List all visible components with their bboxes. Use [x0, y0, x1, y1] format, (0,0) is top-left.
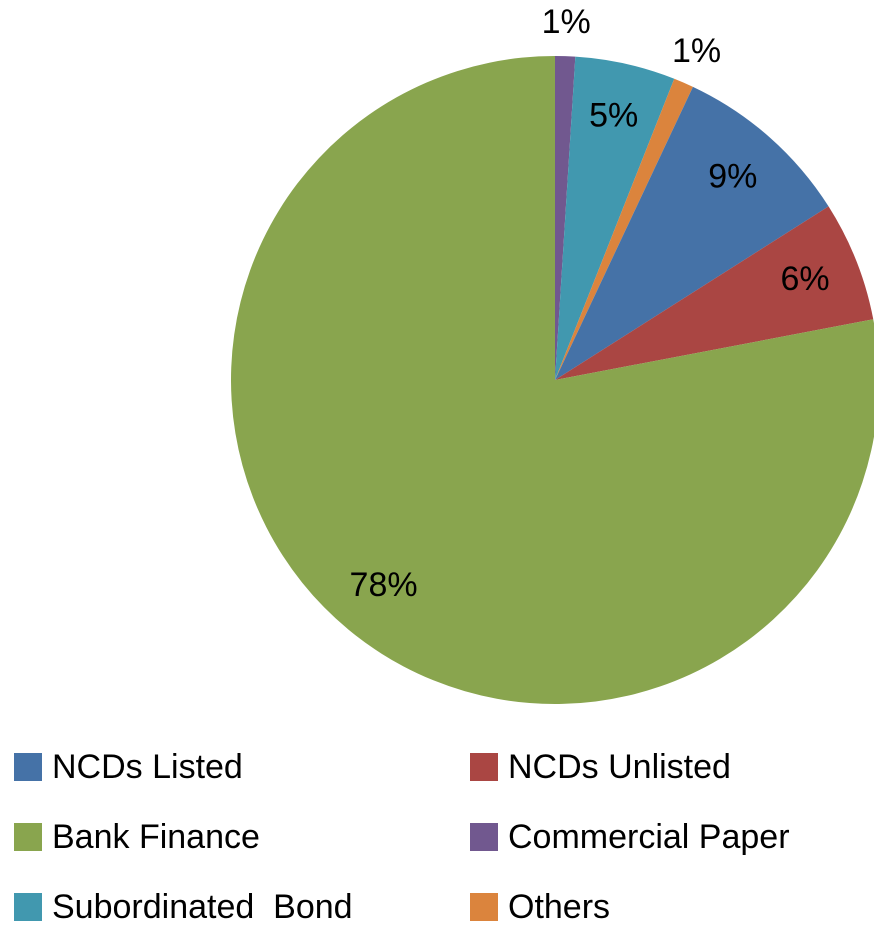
data-label: 78% [350, 566, 418, 604]
pie-slice [555, 56, 576, 380]
legend-swatch [470, 753, 498, 781]
pie-slice [555, 206, 874, 380]
data-label: 6% [780, 260, 829, 298]
data-label: 1% [542, 3, 591, 41]
legend-label: NCDs Listed [52, 748, 243, 786]
legend-label: Bank Finance [52, 818, 260, 856]
legend-swatch [14, 753, 42, 781]
legend-swatch [14, 823, 42, 851]
legend-swatch [14, 893, 42, 921]
legend-label: NCDs Unlisted [508, 748, 731, 786]
legend-label: Commercial Paper [508, 818, 790, 856]
data-label: 5% [589, 97, 638, 135]
pie-slice [555, 78, 693, 381]
data-label: 1% [672, 32, 721, 70]
legend-label: Others [508, 888, 610, 926]
pie-slice [555, 56, 675, 380]
legend-label: Subordinated Bond [52, 888, 353, 926]
legend-swatch [470, 823, 498, 851]
pie-slice [555, 86, 829, 381]
pie-slice [231, 56, 874, 704]
data-label: 9% [708, 157, 757, 195]
legend-swatch [470, 893, 498, 921]
